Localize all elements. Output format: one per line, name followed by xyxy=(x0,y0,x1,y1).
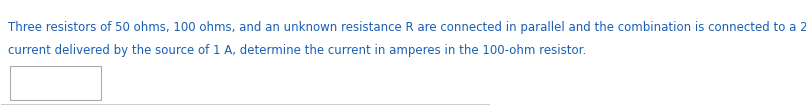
FancyBboxPatch shape xyxy=(10,66,101,100)
Text: current delivered by the source of 1 A, determine the current in amperes in the : current delivered by the source of 1 A, … xyxy=(8,44,586,57)
Text: Three resistors of 50 ohms, 100 ohms, and an unknown resistance R are connected : Three resistors of 50 ohms, 100 ohms, an… xyxy=(8,21,806,34)
